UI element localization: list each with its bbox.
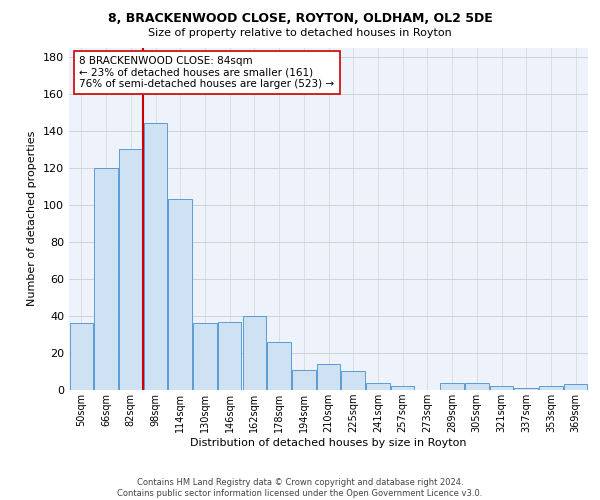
Bar bbox=[391, 386, 415, 390]
Bar bbox=[341, 372, 365, 390]
Bar bbox=[317, 364, 340, 390]
Text: Size of property relative to detached houses in Royton: Size of property relative to detached ho… bbox=[148, 28, 452, 38]
Bar bbox=[169, 200, 192, 390]
Bar bbox=[490, 386, 513, 390]
Bar bbox=[193, 324, 217, 390]
Bar bbox=[242, 316, 266, 390]
Text: 8 BRACKENWOOD CLOSE: 84sqm
← 23% of detached houses are smaller (161)
76% of sem: 8 BRACKENWOOD CLOSE: 84sqm ← 23% of deta… bbox=[79, 56, 335, 90]
Bar bbox=[539, 386, 563, 390]
X-axis label: Distribution of detached houses by size in Royton: Distribution of detached houses by size … bbox=[190, 438, 467, 448]
Bar bbox=[514, 388, 538, 390]
Text: Contains HM Land Registry data © Crown copyright and database right 2024.
Contai: Contains HM Land Registry data © Crown c… bbox=[118, 478, 482, 498]
Bar bbox=[292, 370, 316, 390]
Bar bbox=[119, 150, 143, 390]
Bar bbox=[70, 324, 93, 390]
Bar bbox=[144, 124, 167, 390]
Bar bbox=[218, 322, 241, 390]
Text: 8, BRACKENWOOD CLOSE, ROYTON, OLDHAM, OL2 5DE: 8, BRACKENWOOD CLOSE, ROYTON, OLDHAM, OL… bbox=[107, 12, 493, 26]
Bar bbox=[564, 384, 587, 390]
Bar bbox=[94, 168, 118, 390]
Y-axis label: Number of detached properties: Number of detached properties bbox=[28, 131, 37, 306]
Bar bbox=[366, 382, 389, 390]
Bar bbox=[440, 382, 464, 390]
Bar bbox=[465, 382, 488, 390]
Bar bbox=[268, 342, 291, 390]
